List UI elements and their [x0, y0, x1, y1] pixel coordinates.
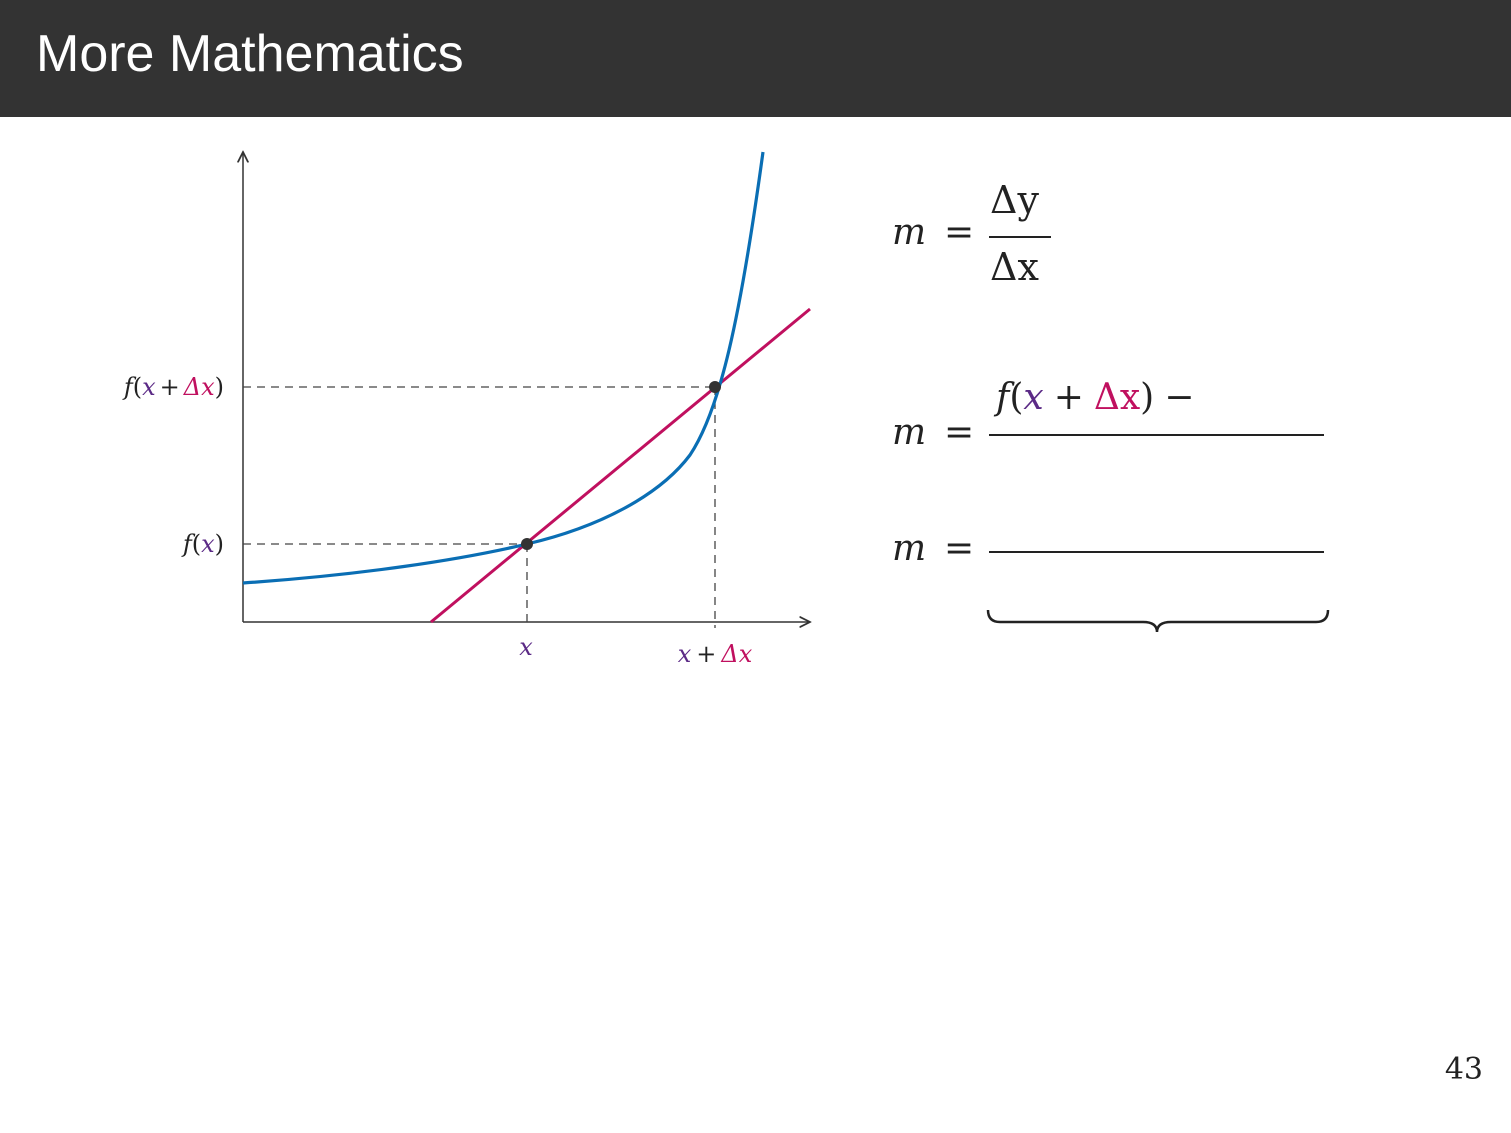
- slide-header: More Mathematics: [0, 0, 1511, 117]
- y-tick-upper: f(x + Δx): [122, 373, 224, 401]
- point-x-plus-dx: [709, 381, 721, 393]
- eq2-equals: =: [944, 412, 975, 453]
- point-x: [521, 538, 533, 550]
- eq1-fraction-bar: [989, 236, 1051, 238]
- eq1-lhs: m: [892, 212, 927, 253]
- eq2-lhs: m: [892, 412, 927, 453]
- function-curve: [242, 151, 765, 585]
- secant-line: [430, 307, 811, 624]
- eq3-fraction-bar: [989, 551, 1324, 553]
- eq1-numerator: Δy: [990, 178, 1039, 222]
- eq1-equals: =: [944, 212, 975, 253]
- underbrace: [986, 609, 1330, 633]
- slide-title: More Mathematics: [36, 25, 464, 83]
- eq3-equals: =: [944, 528, 975, 569]
- page-number: 43: [1444, 1052, 1483, 1087]
- y-tick-lower: f(x): [181, 530, 224, 558]
- eq1-denominator: Δx: [990, 245, 1039, 289]
- x-tick-left: x: [519, 633, 533, 661]
- equation-slope-definition: m: [892, 212, 926, 253]
- eq3-lhs: m: [892, 528, 927, 569]
- eq2-numerator: f(x + Δx) −: [996, 377, 1195, 418]
- eq2-fraction-bar: [989, 434, 1324, 436]
- x-tick-right: x + Δx: [678, 640, 753, 668]
